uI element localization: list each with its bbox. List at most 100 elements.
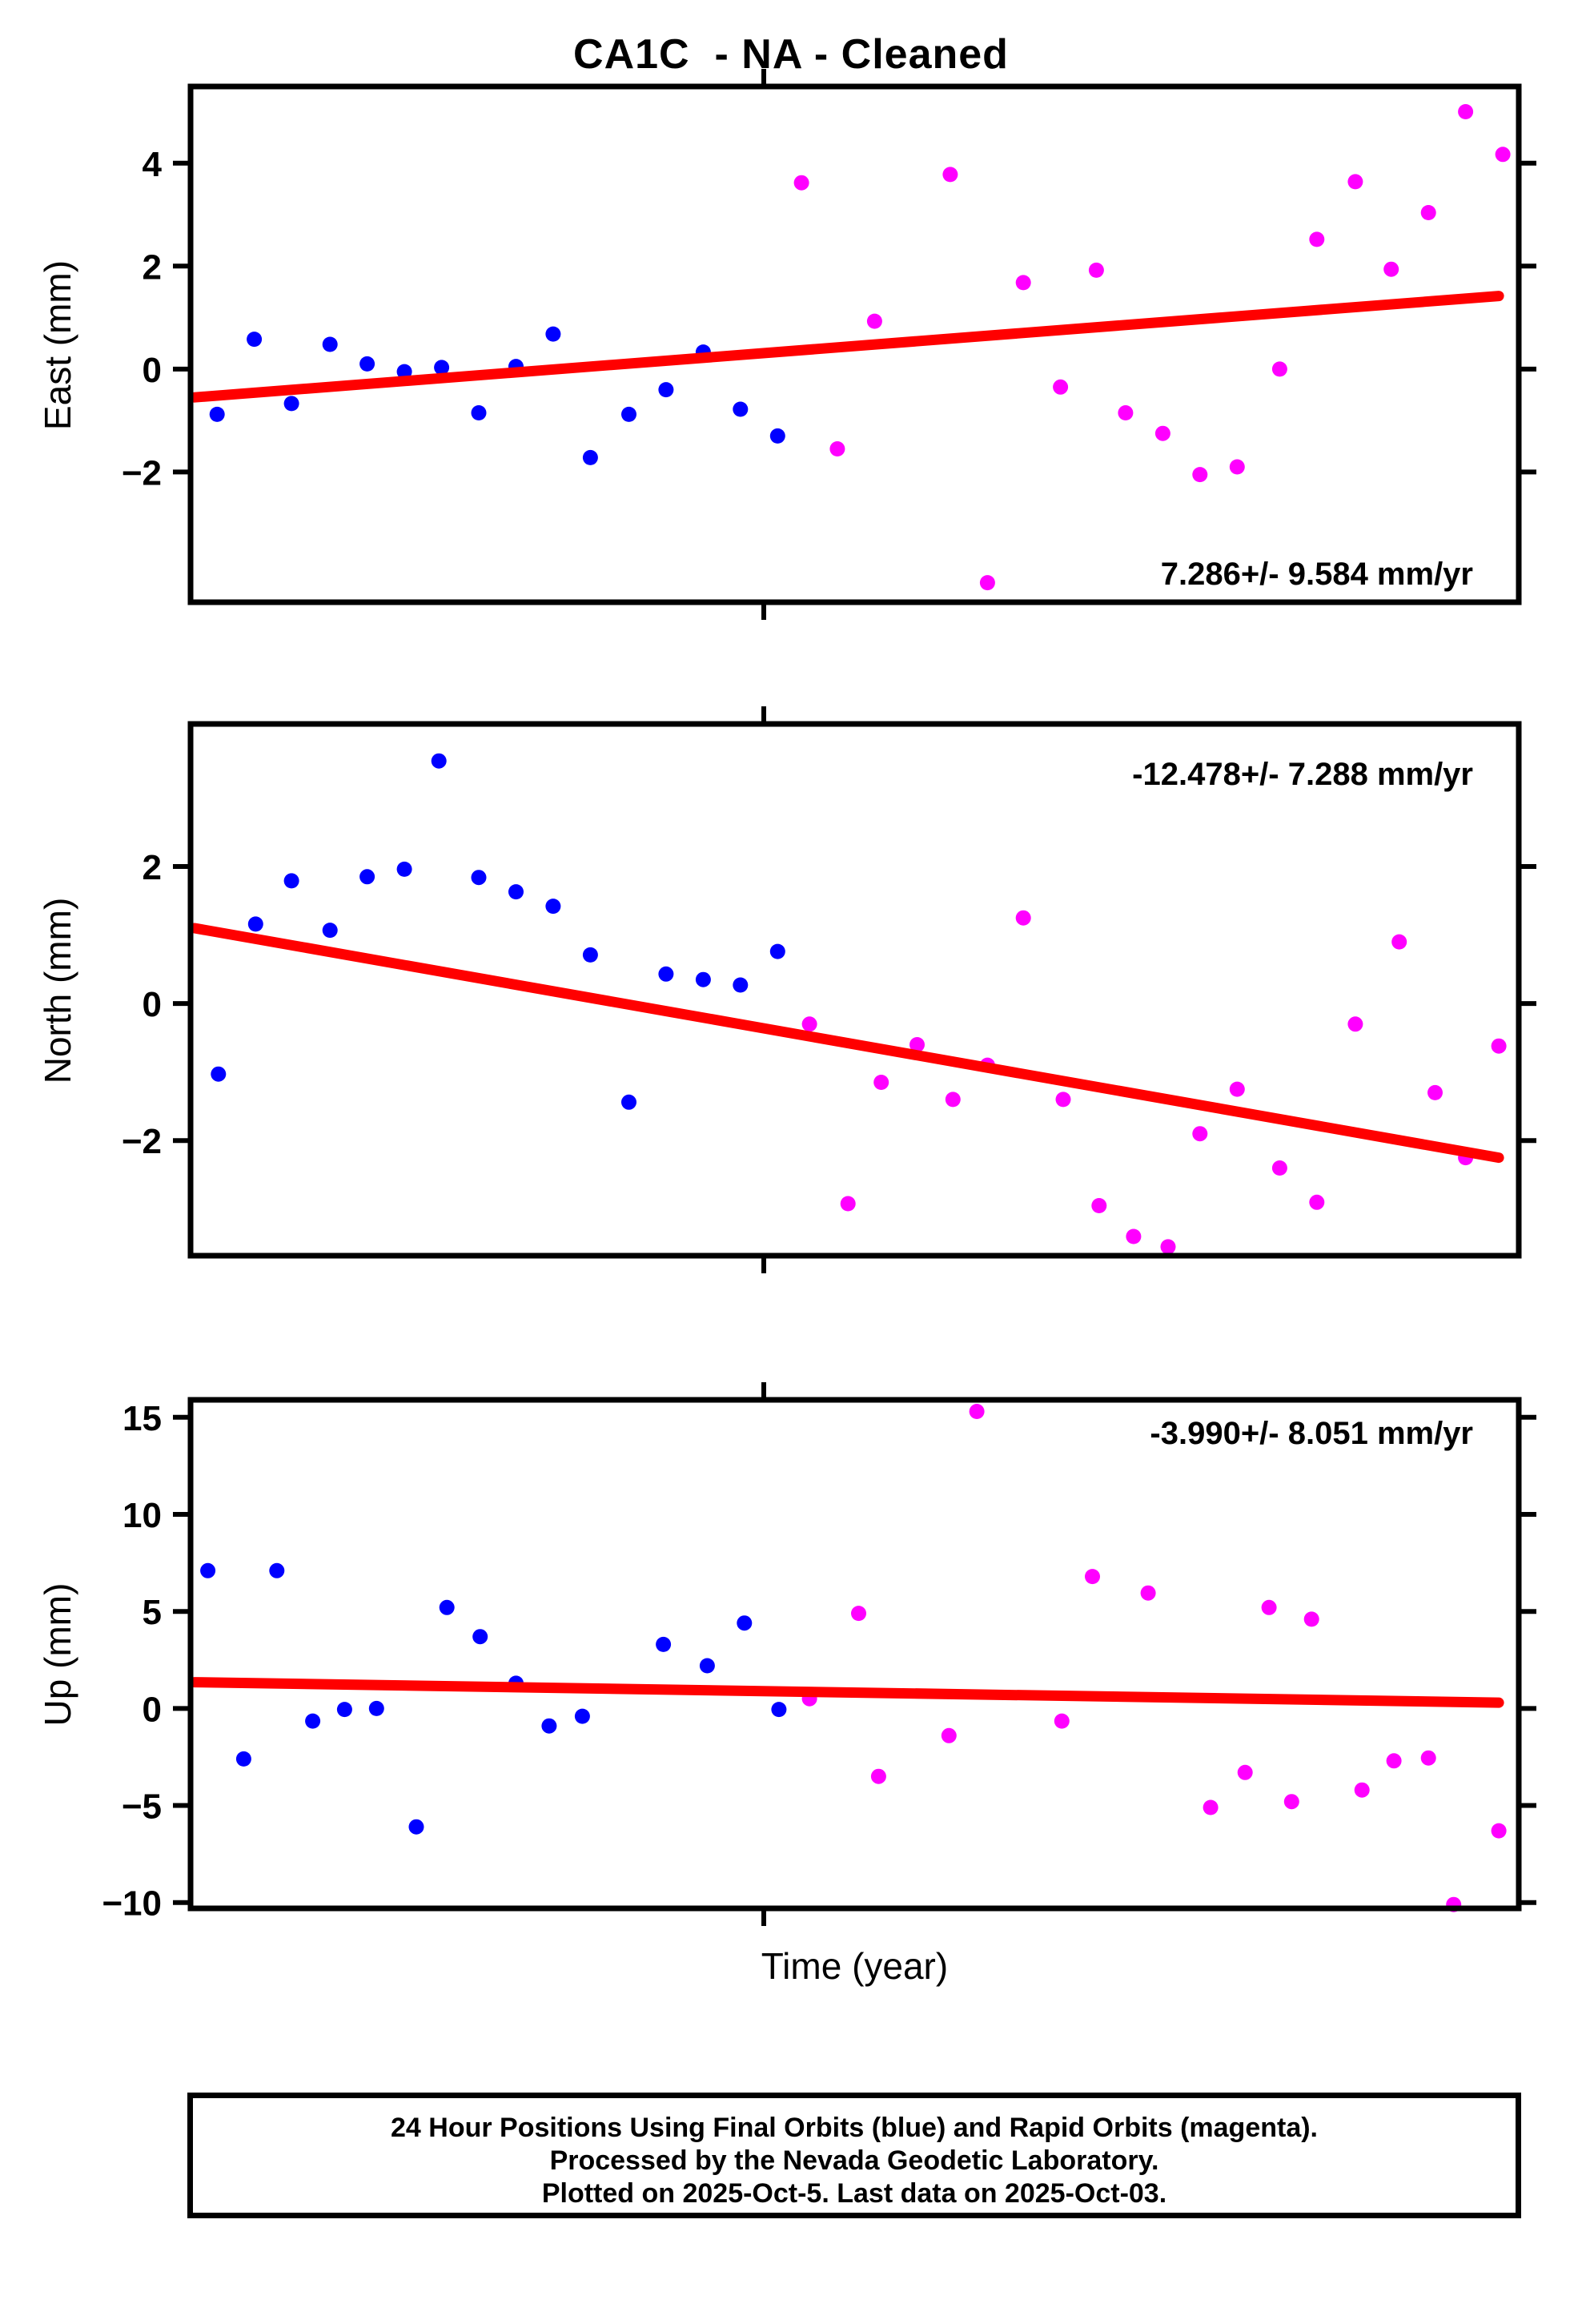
data-point-rapid-orbits	[1458, 104, 1474, 119]
data-point-rapid-orbits	[1126, 1228, 1142, 1244]
data-point-final-orbits	[283, 396, 299, 412]
data-point-rapid-orbits	[1283, 1794, 1299, 1810]
data-point-final-orbits	[508, 884, 524, 900]
data-point-rapid-orbits	[942, 167, 958, 183]
data-point-rapid-orbits	[1391, 934, 1407, 950]
footer-line-processed-by: Processed by the Nevada Geodetic Laborat…	[549, 2145, 1159, 2176]
data-point-final-orbits	[471, 870, 487, 886]
data-point-rapid-orbits	[829, 441, 845, 456]
data-point-rapid-orbits	[1271, 361, 1287, 377]
data-point-final-orbits	[471, 405, 487, 420]
data-point-final-orbits	[769, 428, 785, 444]
data-point-rapid-orbits	[1347, 174, 1363, 190]
data-point-rapid-orbits	[1055, 1092, 1071, 1108]
data-point-final-orbits	[574, 1708, 590, 1724]
y-tick-label-east: −2	[122, 453, 162, 493]
data-point-final-orbits	[771, 1702, 787, 1718]
data-point-rapid-orbits	[1271, 1160, 1287, 1176]
footer-line-orbits: 24 Hour Positions Using Final Orbits (bl…	[391, 2113, 1318, 2143]
data-point-final-orbits	[541, 1718, 557, 1734]
data-point-rapid-orbits	[870, 1768, 886, 1784]
data-point-rapid-orbits	[1261, 1599, 1277, 1615]
y-tick-label-north: 2	[143, 848, 162, 887]
data-point-final-orbits	[322, 923, 338, 939]
y-tick-label-north: 0	[143, 985, 162, 1024]
data-point-rapid-orbits	[793, 175, 809, 191]
data-point-rapid-orbits	[1091, 1198, 1107, 1213]
data-point-final-orbits	[396, 364, 412, 380]
rate-annotation-east: 7.286+/- 9.584 mm/yr	[1160, 557, 1473, 592]
data-point-rapid-orbits	[945, 1092, 961, 1108]
panel-border-north	[187, 721, 1522, 1259]
y-tick-label-up: −5	[122, 1787, 162, 1827]
footer-box: 24 Hour Positions Using Final Orbits (bl…	[187, 2093, 1521, 2218]
y-tick-label-north: −2	[122, 1122, 162, 1161]
data-point-rapid-orbits	[866, 313, 882, 329]
data-point-rapid-orbits	[1303, 1611, 1319, 1627]
y-tick-label-up: 0	[143, 1690, 162, 1729]
data-point-final-orbits	[431, 753, 447, 769]
y-tick-label-up: 5	[143, 1593, 162, 1632]
data-point-rapid-orbits	[1085, 1569, 1100, 1585]
data-point-rapid-orbits	[1118, 405, 1134, 420]
data-point-final-orbits	[434, 360, 450, 376]
data-point-rapid-orbits	[1427, 1084, 1443, 1100]
data-point-rapid-orbits	[1015, 910, 1031, 926]
data-point-final-orbits	[235, 1751, 251, 1767]
data-point-rapid-orbits	[1386, 1753, 1402, 1769]
data-point-final-orbits	[656, 1636, 672, 1652]
data-point-final-orbits	[545, 899, 561, 915]
data-point-final-orbits	[322, 336, 338, 352]
data-point-rapid-orbits	[969, 1404, 985, 1419]
trend-line-up	[189, 1677, 1504, 1708]
data-point-rapid-orbits	[1237, 1764, 1253, 1780]
data-point-rapid-orbits	[1160, 1239, 1176, 1255]
data-point-rapid-orbits	[851, 1606, 866, 1622]
data-point-rapid-orbits	[1088, 262, 1104, 278]
data-point-rapid-orbits	[979, 575, 995, 591]
data-point-rapid-orbits	[1053, 379, 1069, 395]
data-point-final-orbits	[472, 1629, 488, 1645]
panel-border-east	[187, 83, 1522, 605]
page-title: CA1C - NA - Cleaned	[573, 31, 1009, 78]
data-point-rapid-orbits	[1015, 275, 1031, 291]
footer-line-plotted-on: Plotted on 2025-Oct-5. Last data on 2025…	[541, 2178, 1167, 2209]
data-point-rapid-orbits	[1309, 231, 1325, 247]
data-point-rapid-orbits	[1054, 1713, 1070, 1729]
data-point-final-orbits	[209, 406, 225, 422]
data-point-final-orbits	[699, 1658, 715, 1674]
trend-line-north	[189, 923, 1504, 1164]
data-point-final-orbits	[269, 1562, 285, 1578]
data-point-final-orbits	[582, 449, 598, 465]
data-point-final-orbits	[769, 943, 785, 959]
data-point-final-orbits	[408, 1819, 424, 1835]
rate-annotation-north: -12.478+/- 7.288 mm/yr	[1132, 757, 1473, 792]
data-point-final-orbits	[396, 861, 412, 877]
data-point-final-orbits	[658, 966, 674, 982]
data-point-final-orbits	[247, 916, 263, 932]
y-axis-label-north: North (mm)	[37, 897, 78, 1084]
data-point-rapid-orbits	[1140, 1585, 1156, 1601]
data-point-final-orbits	[733, 401, 749, 417]
data-point-final-orbits	[582, 947, 598, 963]
data-point-rapid-orbits	[1309, 1194, 1325, 1210]
data-point-final-orbits	[439, 1599, 455, 1615]
data-point-rapid-orbits	[1154, 425, 1170, 441]
data-point-final-orbits	[695, 971, 711, 987]
data-point-rapid-orbits	[1229, 459, 1245, 475]
data-point-rapid-orbits	[1229, 1081, 1245, 1097]
data-point-rapid-orbits	[1491, 1038, 1507, 1054]
data-point-final-orbits	[621, 1094, 636, 1110]
y-axis-label-east: East (mm)	[37, 259, 78, 431]
data-point-final-orbits	[359, 356, 375, 372]
data-point-rapid-orbits	[941, 1727, 957, 1743]
y-tick-label-up: 15	[122, 1399, 162, 1438]
rate-annotation-up: -3.990+/- 8.051 mm/yr	[1150, 1416, 1473, 1451]
data-point-final-orbits	[247, 332, 263, 348]
data-point-rapid-orbits	[1383, 261, 1399, 277]
data-point-rapid-orbits	[1491, 1823, 1507, 1839]
data-point-final-orbits	[200, 1562, 216, 1578]
data-point-final-orbits	[658, 382, 674, 398]
data-point-rapid-orbits	[801, 1016, 817, 1032]
